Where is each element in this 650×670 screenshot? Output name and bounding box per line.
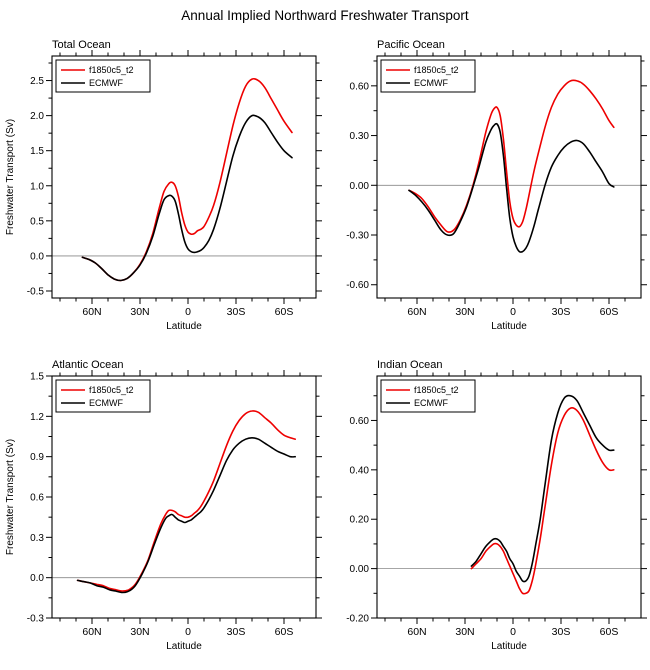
svg-text:ECMWF: ECMWF — [414, 78, 448, 88]
svg-text:0.0: 0.0 — [30, 251, 44, 262]
svg-text:0.40: 0.40 — [350, 465, 370, 476]
svg-text:0.00: 0.00 — [350, 181, 370, 192]
chart-pacific-ocean: 60N 30N 0 30S 60S -0.60 -0.30 0.00 0.30 0.60 Pacif… — [346, 39, 647, 332]
svg-text:ECMWF: ECMWF — [89, 78, 123, 88]
svg-text:30N: 30N — [130, 626, 149, 638]
chart-atlantic-ocean: 60N 30N 0 30S 60S -0.3 0.0 0.3 0.6 0.9 1.2 1.5 Atlan… — [5, 359, 322, 652]
svg-text:1.2: 1.2 — [30, 412, 44, 423]
svg-text:0.3: 0.3 — [30, 533, 44, 544]
svg-text:-0.30: -0.30 — [346, 231, 369, 242]
svg-text:Freshwater Transport (Sv): Freshwater Transport (Sv) — [5, 439, 16, 555]
svg-text:ECMWF: ECMWF — [414, 398, 448, 408]
svg-text:2.0: 2.0 — [30, 111, 44, 122]
svg-text:ECMWF: ECMWF — [89, 398, 123, 408]
chart-grid: 60N 30N 0 30S 60S -0.5 0.0 0.5 1.0 1.5 2.0 2.5 Total… — [0, 30, 650, 670]
svg-text:30S: 30S — [552, 626, 571, 638]
svg-text:60S: 60S — [600, 306, 619, 318]
svg-text:1.0: 1.0 — [30, 181, 44, 192]
svg-text:60S: 60S — [600, 626, 619, 638]
svg-text:0: 0 — [185, 306, 191, 318]
svg-text:1.5: 1.5 — [30, 146, 44, 157]
svg-text:30N: 30N — [455, 626, 474, 638]
svg-text:-0.60: -0.60 — [346, 280, 369, 291]
svg-text:0.00: 0.00 — [350, 564, 370, 575]
svg-text:Latitude: Latitude — [166, 321, 202, 332]
svg-text:-0.20: -0.20 — [346, 614, 369, 625]
figure-title: Annual Implied Northward Freshwater Tran… — [181, 8, 469, 23]
chart-indian-ocean: 60N 30N 0 30S 60S -0.20 0.00 0.20 0.40 0.60 Indian… — [346, 359, 647, 652]
svg-text:f1850c5_t2: f1850c5_t2 — [414, 385, 459, 395]
svg-text:2.5: 2.5 — [30, 76, 44, 87]
svg-text:30S: 30S — [552, 306, 571, 318]
svg-text:0.6: 0.6 — [30, 493, 44, 504]
svg-text:1.5: 1.5 — [30, 372, 44, 383]
svg-text:60S: 60S — [275, 626, 294, 638]
svg-text:30N: 30N — [455, 306, 474, 318]
svg-text:60N: 60N — [82, 306, 101, 318]
svg-text:Atlantic Ocean: Atlantic Ocean — [52, 359, 124, 371]
svg-text:0: 0 — [510, 306, 516, 318]
svg-text:0.60: 0.60 — [350, 81, 370, 92]
svg-text:0.0: 0.0 — [30, 573, 44, 584]
svg-text:Latitude: Latitude — [491, 321, 527, 332]
svg-text:0.9: 0.9 — [30, 452, 44, 463]
svg-text:0: 0 — [185, 626, 191, 638]
svg-text:Indian Ocean: Indian Ocean — [377, 359, 442, 371]
svg-text:f1850c5_t2: f1850c5_t2 — [89, 65, 134, 75]
svg-text:-0.3: -0.3 — [27, 614, 45, 625]
svg-text:Latitude: Latitude — [166, 641, 202, 652]
svg-text:0.20: 0.20 — [350, 515, 370, 526]
svg-text:30S: 30S — [227, 626, 246, 638]
svg-text:0.30: 0.30 — [350, 131, 370, 142]
svg-text:60N: 60N — [407, 306, 426, 318]
svg-text:30S: 30S — [227, 306, 246, 318]
svg-text:60N: 60N — [407, 626, 426, 638]
svg-text:60S: 60S — [275, 306, 294, 318]
chart-total-ocean: 60N 30N 0 30S 60S -0.5 0.0 0.5 1.0 1.5 2.0 2.5 Total… — [5, 39, 322, 332]
svg-text:0.60: 0.60 — [350, 416, 370, 427]
svg-text:-0.5: -0.5 — [27, 286, 45, 297]
svg-text:30N: 30N — [130, 306, 149, 318]
svg-text:Latitude: Latitude — [491, 641, 527, 652]
svg-text:Pacific Ocean: Pacific Ocean — [377, 39, 445, 51]
svg-text:60N: 60N — [82, 626, 101, 638]
svg-text:0.5: 0.5 — [30, 216, 44, 227]
svg-text:f1850c5_t2: f1850c5_t2 — [89, 385, 134, 395]
svg-text:f1850c5_t2: f1850c5_t2 — [414, 65, 459, 75]
svg-text:0: 0 — [510, 626, 516, 638]
svg-text:Total Ocean: Total Ocean — [52, 39, 111, 51]
svg-text:Freshwater Transport (Sv): Freshwater Transport (Sv) — [5, 119, 16, 235]
